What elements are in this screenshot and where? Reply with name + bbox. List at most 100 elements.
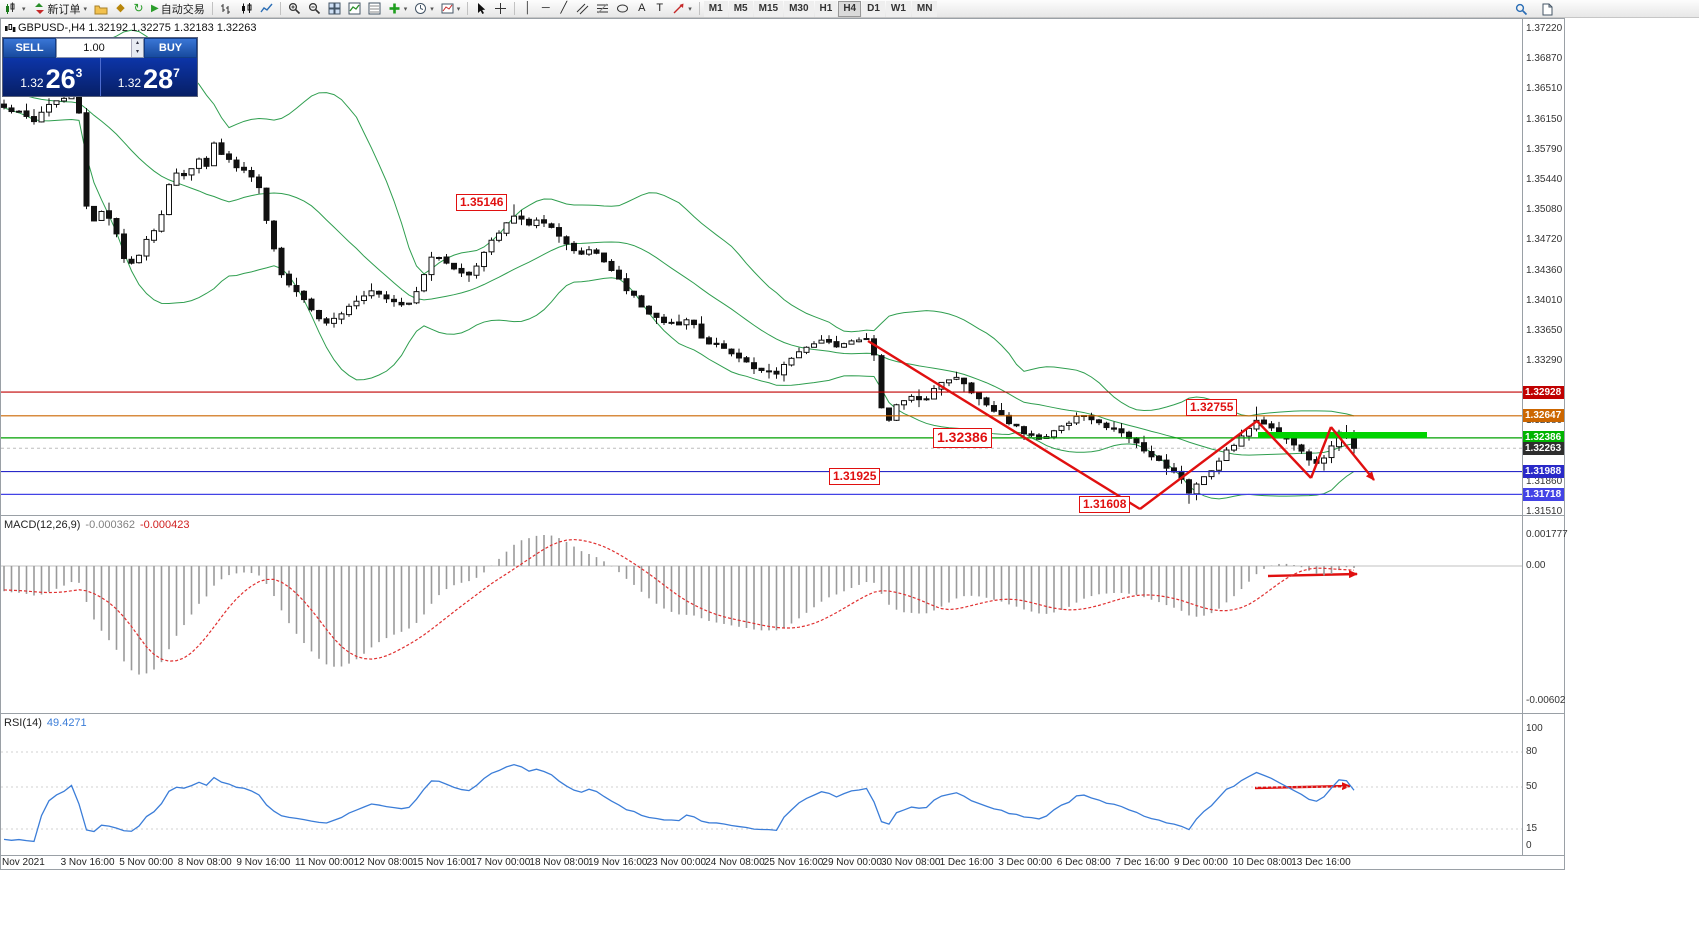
tile-windows-button[interactable] <box>325 1 344 17</box>
template-button[interactable]: ▾ <box>438 1 464 17</box>
candlestick-chart-button[interactable] <box>237 1 256 17</box>
candle-body <box>1051 430 1057 438</box>
timeframe-m1-button[interactable]: M1 <box>703 0 728 17</box>
horizontal-line-button[interactable]: ─ <box>537 1 554 17</box>
search-button[interactable] <box>1512 1 1531 17</box>
candle-body <box>316 309 322 320</box>
channel-button[interactable] <box>573 1 592 17</box>
candle-body <box>8 107 15 113</box>
candle-body <box>106 210 112 219</box>
candle-body <box>166 184 172 216</box>
volume-field[interactable]: 1.00 ▴ ▾ <box>56 38 144 58</box>
bid-panel-sell-button[interactable]: 1.32 26 3 <box>3 58 101 96</box>
timeframe-h1-button[interactable]: H1 <box>814 0 838 17</box>
candle-body <box>1028 433 1035 436</box>
autotrading-button[interactable]: ▶ 自动交易 <box>148 1 208 17</box>
timeframe-d1-button[interactable]: D1 <box>862 0 885 17</box>
indicator-window-button[interactable] <box>345 1 364 17</box>
chart-profiles-button[interactable] <box>91 1 111 17</box>
volume-stepper[interactable]: ▴ ▾ <box>131 39 143 57</box>
candle-body <box>608 260 615 271</box>
candle-body <box>1268 423 1275 429</box>
data-window-button[interactable] <box>365 1 384 17</box>
toolbar-separator <box>467 2 469 15</box>
price-axis[interactable] <box>1522 18 1565 855</box>
candle-body <box>218 142 225 155</box>
timeframe-m30-button[interactable]: M30 <box>784 0 814 17</box>
trend-annotations[interactable] <box>867 339 1375 791</box>
candle-body <box>833 341 840 348</box>
candle-body <box>728 348 735 355</box>
ask-panel-buy-button[interactable]: 1.32 28 7 <box>100 58 197 96</box>
candle-body <box>653 312 660 318</box>
candle-body <box>563 236 570 245</box>
candle-body <box>766 370 772 373</box>
candle-body <box>841 343 847 348</box>
time-axis[interactable] <box>0 855 1522 870</box>
candle-body <box>1013 423 1020 427</box>
text-button[interactable]: A <box>633 1 650 17</box>
candle-body <box>736 352 742 359</box>
market-watch-button[interactable]: ◆ <box>112 1 129 17</box>
candle-body <box>421 274 427 292</box>
candle-body <box>518 215 525 220</box>
line-chart-button[interactable] <box>257 1 276 17</box>
fibonacci-button[interactable] <box>593 1 612 17</box>
timeframe-mn-button[interactable]: MN <box>911 0 938 17</box>
candle-body <box>1201 476 1207 486</box>
volume-down-icon[interactable]: ▾ <box>131 48 143 57</box>
ask-price-pip: 7 <box>173 66 180 80</box>
vertical-line-button[interactable]: │ <box>519 1 536 17</box>
arrows-button[interactable]: ▾ <box>669 1 695 17</box>
candle-body <box>916 396 922 401</box>
candle-body <box>1261 419 1267 425</box>
timeframe-m15-button[interactable]: M15 <box>753 0 784 17</box>
cursor-button[interactable] <box>472 1 490 17</box>
candle-body <box>181 172 187 177</box>
buy-button[interactable]: BUY <box>144 38 197 58</box>
bollinger-bands <box>3 29 1355 500</box>
zoom-in-button[interactable] <box>285 1 304 17</box>
candlestick-chart-icon <box>241 3 252 14</box>
document-icon <box>1542 3 1553 15</box>
bid-price-big: 26 <box>45 64 76 94</box>
candle-body <box>278 247 285 276</box>
candle-body <box>893 404 900 421</box>
channel-icon <box>576 3 589 15</box>
rsi-panel-label: RSI(14) 49.4271 <box>4 717 87 729</box>
crosshair-button[interactable] <box>491 1 510 17</box>
shapes-button[interactable] <box>613 1 632 17</box>
thick-green-segment[interactable] <box>1258 432 1427 438</box>
candle-body <box>758 367 765 372</box>
new-chart-button[interactable]: ▾ <box>2 1 29 17</box>
candle-body <box>241 166 247 171</box>
sell-button[interactable]: SELL <box>3 38 56 58</box>
new-order-label: 新订单 <box>47 3 81 16</box>
trendline-button[interactable]: ╱ <box>555 1 572 17</box>
candle-body <box>16 110 22 113</box>
candle-body <box>541 219 547 224</box>
bar-chart-button[interactable] <box>217 1 236 17</box>
timeframe-w1-button[interactable]: W1 <box>885 0 911 17</box>
candle-body <box>968 382 975 394</box>
clock-icon <box>415 3 427 14</box>
refresh-button[interactable]: ↻ <box>130 1 147 17</box>
timeframe-m5-button[interactable]: M5 <box>728 0 753 17</box>
add-indicator-button[interactable]: ▾ <box>385 1 411 17</box>
new-order-button[interactable]: 新订单 ▾ <box>30 1 91 17</box>
timeframe-h4-button[interactable]: H4 <box>838 0 862 17</box>
candle-body <box>1231 444 1237 451</box>
macd-histogram <box>3 535 1355 675</box>
new-window-button[interactable] <box>1539 1 1556 17</box>
label-button[interactable]: T <box>651 1 668 17</box>
crosshair-icon <box>495 3 507 14</box>
candle-body <box>1321 457 1327 464</box>
candle-body <box>631 290 637 296</box>
macd-signal-line <box>3 538 1355 662</box>
volume-up-icon[interactable]: ▴ <box>131 39 143 48</box>
periods-button[interactable]: ▾ <box>411 1 437 17</box>
candle-body <box>1156 455 1162 461</box>
candle-body <box>353 300 360 307</box>
zoom-out-button[interactable] <box>305 1 324 17</box>
